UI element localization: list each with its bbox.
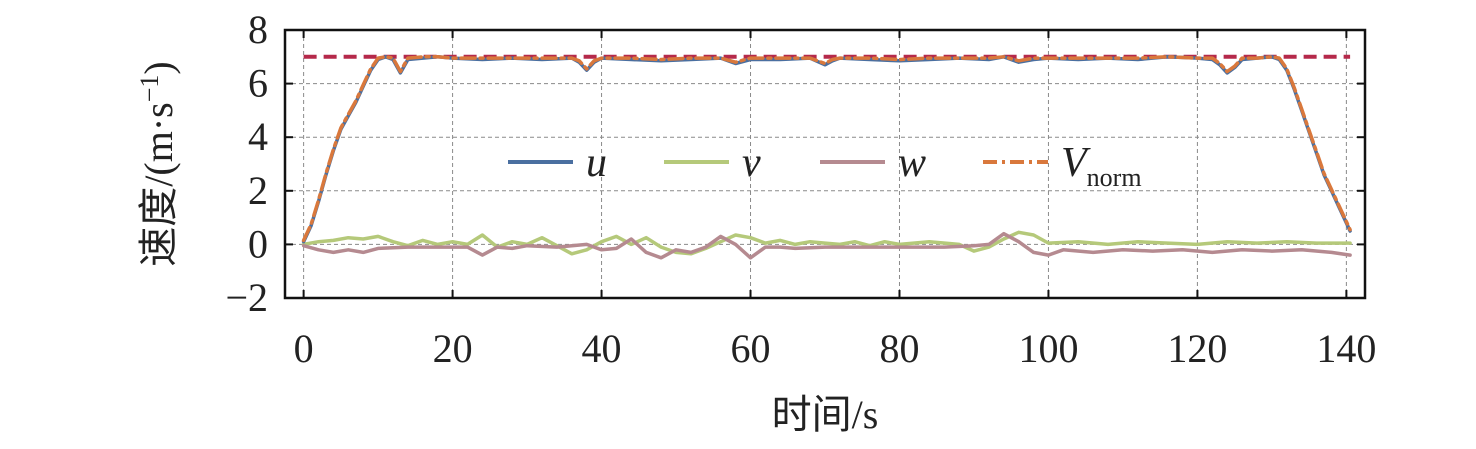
y-axis-title-main: 速度/(m·s — [136, 102, 181, 266]
x-tick-label: 140 — [1316, 326, 1376, 371]
y-tick-label: −2 — [225, 275, 268, 320]
legend: u v w Vnorm — [508, 140, 1142, 192]
y-axis-title: 速度/(m·s−1) — [135, 61, 181, 266]
legend-label-w: w — [898, 140, 926, 186]
axis-ticks: 0 20 40 60 80 100 120 140 −2 0 2 4 6 8 — [225, 7, 1376, 371]
x-tick-label: 20 — [433, 326, 473, 371]
legend-label-Vnorm: Vnorm — [1061, 140, 1142, 192]
series-line-v — [301, 230, 1352, 256]
y-axis-title-sup: −1 — [135, 75, 164, 103]
plot-frame — [283, 28, 1367, 300]
x-tick-label: 120 — [1167, 326, 1227, 371]
series-line-w — [301, 231, 1352, 260]
legend-label-u: u — [586, 140, 607, 186]
series-line-u — [301, 55, 1352, 244]
y-axis-title-close: ) — [136, 61, 181, 74]
x-tick-label: 60 — [731, 326, 771, 371]
x-tick-label: 100 — [1018, 326, 1078, 371]
x-axis-title: 时间/s — [772, 392, 879, 437]
series-line-Vnorm — [301, 55, 1352, 243]
y-tick-label: 6 — [248, 61, 268, 106]
legend-label-v: v — [742, 140, 761, 186]
y-tick-label: 4 — [248, 114, 268, 159]
y-tick-label: 0 — [248, 221, 268, 266]
x-tick-label: 80 — [879, 326, 919, 371]
y-tick-label: 8 — [248, 7, 268, 52]
x-tick-label: 40 — [582, 326, 622, 371]
x-tick-label: 0 — [294, 326, 314, 371]
y-tick-label: 2 — [248, 168, 268, 213]
series-lines — [301, 55, 1352, 260]
